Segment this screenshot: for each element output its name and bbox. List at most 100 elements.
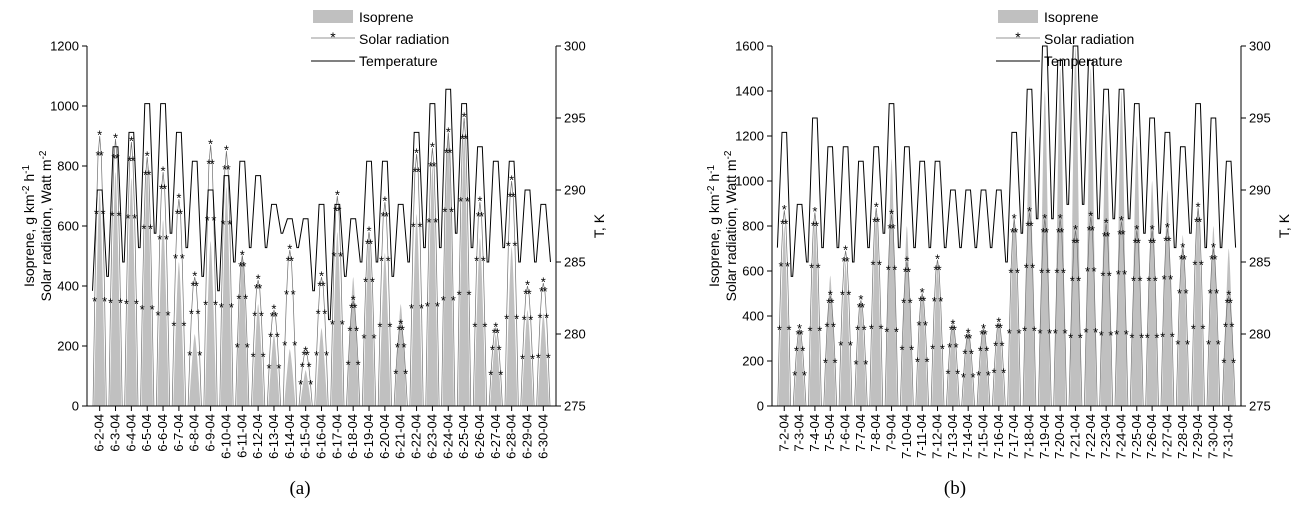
solar-radiation-marker: * <box>860 300 865 315</box>
solar-radiation-marker: * <box>243 291 248 306</box>
solar-radiation-marker: * <box>875 215 880 230</box>
solar-radiation-marker: * <box>846 288 851 303</box>
solar-radiation-marker: * <box>346 357 351 372</box>
solar-radiation-marker: * <box>1047 326 1052 341</box>
y-tick-label-right: 280 <box>564 327 586 342</box>
solar-radiation-marker: * <box>1114 327 1119 342</box>
solar-radiation-marker: * <box>1001 366 1006 381</box>
solar-radiation-marker: * <box>130 154 135 169</box>
solar-radiation-marker: * <box>1013 225 1018 240</box>
x-tick-label: 6-5-04 <box>139 414 154 452</box>
solar-radiation-marker: * <box>162 181 167 196</box>
solar-radiation-marker: * <box>921 294 926 309</box>
solar-radiation-marker: * <box>336 203 341 218</box>
solar-radiation-marker: * <box>812 204 817 219</box>
solar-radiation-marker: * <box>157 232 162 247</box>
solar-radiation-marker: * <box>367 224 372 239</box>
solar-radiation-marker: * <box>1192 257 1197 272</box>
solar-radiation-marker: * <box>507 190 512 205</box>
solar-radiation-marker: * <box>1168 272 1173 287</box>
solar-radiation-marker: * <box>1162 272 1167 287</box>
x-tick-label: 6-14-04 <box>282 414 297 459</box>
solar-radiation-marker: * <box>1056 225 1061 240</box>
x-tick-label: 7-2-04 <box>776 414 791 452</box>
solar-radiation-marker: * <box>817 323 822 338</box>
solar-radiation-marker: * <box>1148 235 1153 250</box>
x-tick-label: 6-26-04 <box>472 414 487 459</box>
x-tick-label: 7-17-04 <box>1006 414 1021 459</box>
isoprene-peak <box>347 277 359 406</box>
solar-radiation-marker: * <box>1102 229 1107 244</box>
isoprene-peak <box>331 232 344 406</box>
solar-radiation-marker: * <box>1000 339 1005 354</box>
solar-radiation-marker: * <box>544 311 549 326</box>
solar-radiation-marker: * <box>1039 265 1044 280</box>
solar-radiation-marker: * <box>419 301 424 316</box>
solar-radiation-marker: * <box>816 261 821 276</box>
solar-radiation-marker: * <box>1134 222 1139 237</box>
x-tick-label: 7-4-04 <box>807 414 822 452</box>
x-tick-label: 6-2-04 <box>92 414 107 452</box>
solar-radiation-marker: * <box>275 330 280 345</box>
isoprene-peak <box>1008 212 1020 406</box>
solar-radiation-marker: * <box>1211 240 1216 255</box>
solar-radiation-marker: * <box>115 151 120 166</box>
solar-radiation-marker: * <box>95 148 100 163</box>
x-tick-label: 7-5-04 <box>822 414 837 452</box>
solar-radiation-marker: * <box>1105 229 1110 244</box>
solar-radiation-marker: * <box>97 128 102 143</box>
x-tick-label: 7-31-04 <box>1221 414 1236 459</box>
solar-radiation-marker: * <box>1100 269 1105 284</box>
solar-radiation-marker: * <box>465 194 470 209</box>
solar-radiation-marker: * <box>998 321 1003 336</box>
solar-radiation-marker: * <box>993 339 998 354</box>
solar-radiation-marker: * <box>291 287 296 302</box>
solar-radiation-marker: * <box>811 219 816 234</box>
x-tick-label: 7-8-04 <box>868 414 883 452</box>
solar-radiation-marker: * <box>395 340 400 355</box>
solar-radiation-marker: * <box>208 137 213 152</box>
solar-radiation-marker: * <box>995 321 1000 336</box>
solar-radiation-marker: * <box>1196 200 1201 215</box>
solar-radiation-marker: * <box>983 327 988 342</box>
isoprene-peak <box>505 247 518 406</box>
solar-radiation-marker: * <box>270 309 275 324</box>
solar-radiation-marker: * <box>287 242 292 257</box>
solar-radiation-marker: * <box>1078 330 1083 345</box>
solar-radiation-marker: * <box>1091 264 1096 279</box>
solar-radiation-marker: * <box>966 326 971 341</box>
solar-radiation-marker: * <box>783 217 788 232</box>
solar-radiation-marker: * <box>159 181 164 196</box>
solar-radiation-marker: * <box>354 323 359 338</box>
y-tick-label-left: 200 <box>742 354 764 369</box>
isoprene-peak <box>886 158 898 406</box>
isoprene-peak <box>284 349 296 406</box>
solar-radiation-marker: * <box>192 269 197 284</box>
solar-radiation-marker: * <box>824 320 829 335</box>
panel-caption: (a) <box>289 478 310 499</box>
solar-radiation-marker: * <box>506 238 511 253</box>
solar-radiation-marker: * <box>476 209 481 224</box>
solar-radiation-marker: * <box>414 146 419 161</box>
legend-swatch-isoprene <box>313 10 354 23</box>
solar-radiation-marker: * <box>1104 215 1109 230</box>
solar-radiation-marker: * <box>1191 322 1196 337</box>
solar-radiation-marker: * <box>843 242 848 257</box>
solar-radiation-marker: * <box>523 287 528 302</box>
y-axis-title-right: T, K <box>591 213 607 238</box>
isoprene-peak <box>809 221 821 406</box>
solar-radiation-marker: * <box>1170 329 1175 344</box>
solar-radiation-marker: * <box>251 349 256 364</box>
solar-radiation-marker: * <box>1007 326 1012 341</box>
solar-radiation-marker: * <box>444 145 449 160</box>
solar-radiation-marker: * <box>227 217 232 232</box>
solar-radiation-marker: * <box>495 325 500 340</box>
solar-radiation-marker: * <box>189 306 194 321</box>
solar-radiation-marker: * <box>1150 222 1155 237</box>
solar-radiation-marker: * <box>382 194 387 209</box>
solar-radiation-marker: * <box>1182 252 1187 267</box>
solar-radiation-marker: * <box>99 148 104 163</box>
solar-radiation-marker: * <box>1027 204 1032 219</box>
solar-radiation-marker: * <box>949 323 954 338</box>
solar-radiation-marker: * <box>923 318 928 333</box>
